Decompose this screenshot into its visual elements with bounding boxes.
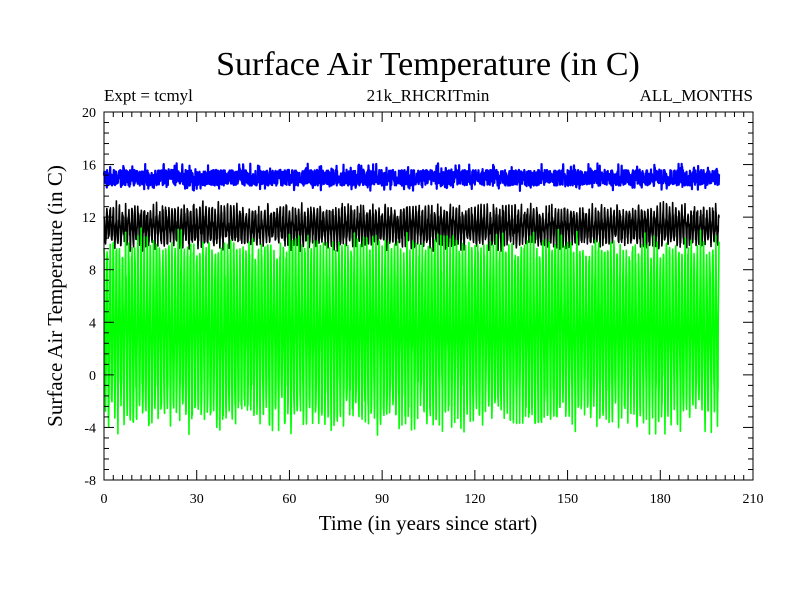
x-tick-label: 180 [650,492,671,507]
series-line-lower [103,227,720,436]
y-tick-label: 16 [82,159,96,174]
x-tick-label: 150 [557,492,578,507]
x-tick-label: 90 [375,492,389,507]
y-tick-label: -8 [84,474,96,489]
y-tick-label: -4 [84,421,96,436]
y-tick-label: 4 [89,316,96,331]
series-layer [102,162,721,436]
y-tick-label: 20 [82,106,96,121]
y-axis-label: Surface Air Temperature (in C) [43,165,67,427]
subtitle-months: ALL_MONTHS [640,86,753,105]
series-line-upper [102,162,721,192]
x-tick-label: 120 [464,492,485,507]
x-tick-label: 210 [743,492,764,507]
series-line-middle [103,200,720,252]
x-tick-label: 60 [282,492,296,507]
x-axis-label: Time (in years since start) [319,511,538,535]
tick-layer: 0 30 60 90 120 150 180 210 -8 -4 0 4 8 12 16 20 [82,106,764,507]
y-tick-label: 12 [82,211,96,226]
subtitle-expt: Expt = tcmyl [104,86,193,105]
x-tick-label: 30 [190,492,204,507]
y-tick-label: 8 [89,264,96,279]
y-tick-label: 0 [89,369,96,384]
x-tick-label: 0 [101,492,108,507]
subtitle-run: 21k_RHCRITmin [367,86,490,105]
chart-title: Surface Air Temperature (in C) [216,46,640,83]
